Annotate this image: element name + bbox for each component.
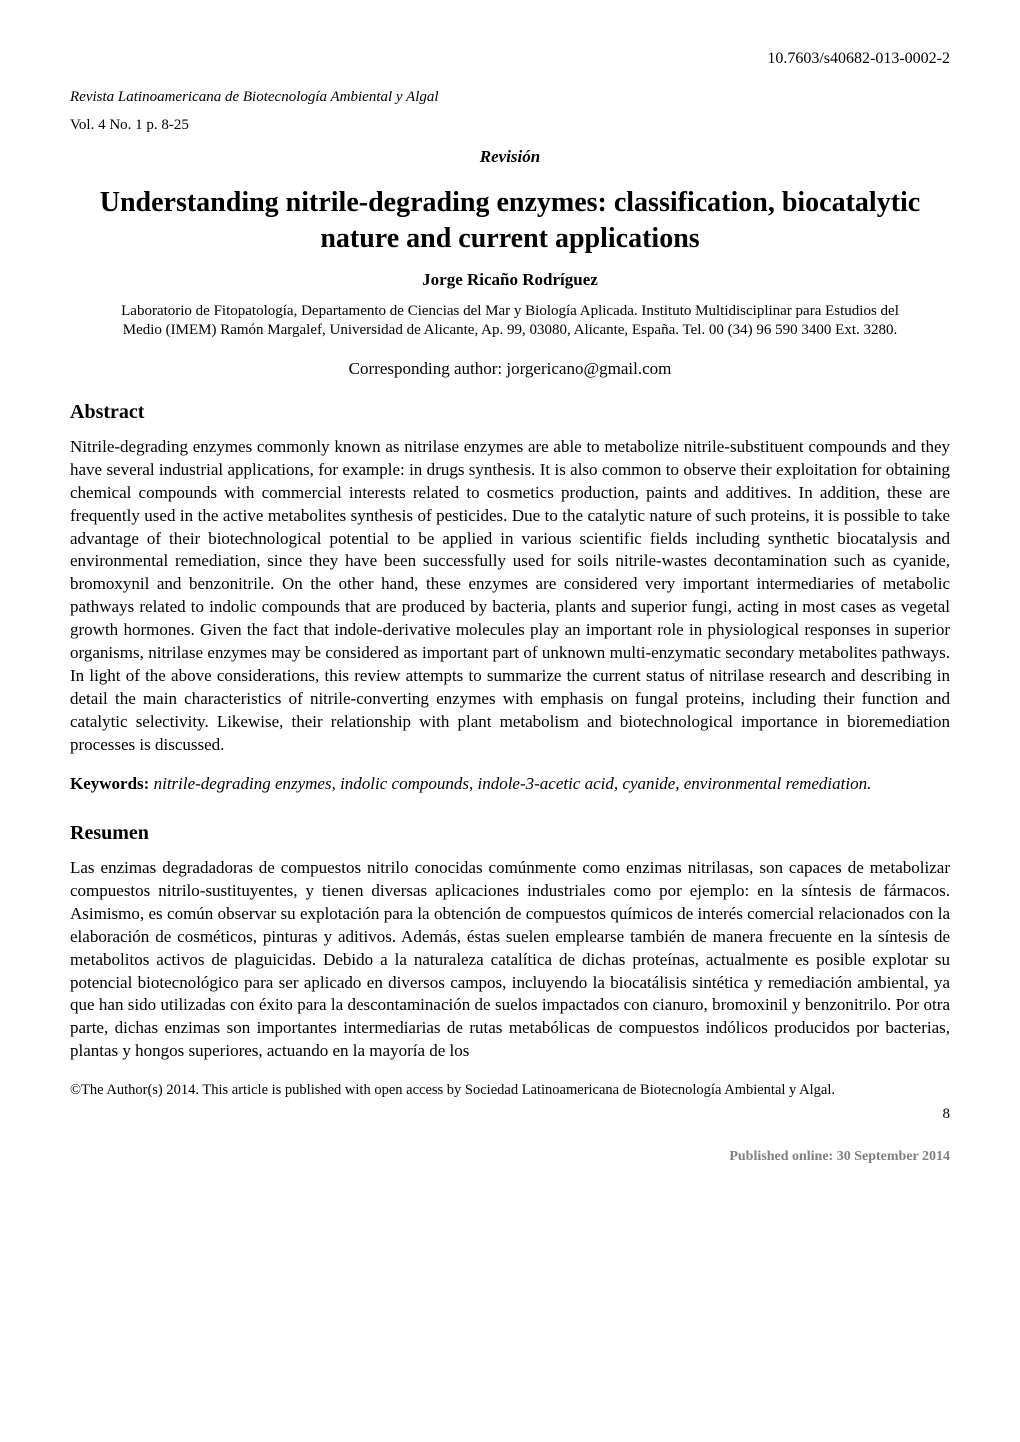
affiliation-text: Laboratorio de Fitopatología, Departamen… (110, 302, 910, 341)
revision-label: Revisión (70, 147, 950, 167)
resumen-heading: Resumen (70, 822, 950, 845)
keywords-text: nitrile-degrading enzymes, indolic compo… (154, 774, 872, 793)
abstract-body: Nitrile-degrading enzymes commonly known… (70, 436, 950, 757)
journal-volume: Vol. 4 No. 1 p. 8-25 (70, 116, 950, 136)
abstract-heading: Abstract (70, 401, 950, 424)
article-title: Understanding nitrile-degrading enzymes:… (70, 185, 950, 258)
doi-text: 10.7603/s40682-013-0002-2 (70, 50, 950, 68)
journal-name: Revista Latinoamericana de Biotecnología… (70, 88, 950, 108)
page-number: 8 (70, 1106, 950, 1123)
corresponding-author: Corresponding author: jorgericano@gmail.… (70, 359, 950, 379)
copyright-text: ©The Author(s) 2014. This article is pub… (70, 1081, 950, 1100)
keywords-label: Keywords: (70, 774, 154, 793)
keywords-line: Keywords: nitrile-degrading enzymes, ind… (70, 773, 950, 796)
published-online: Published online: 30 September 2014 (70, 1149, 950, 1165)
author-name: Jorge Ricaño Rodríguez (70, 270, 950, 290)
resumen-body: Las enzimas degradadoras de compuestos n… (70, 857, 950, 1063)
